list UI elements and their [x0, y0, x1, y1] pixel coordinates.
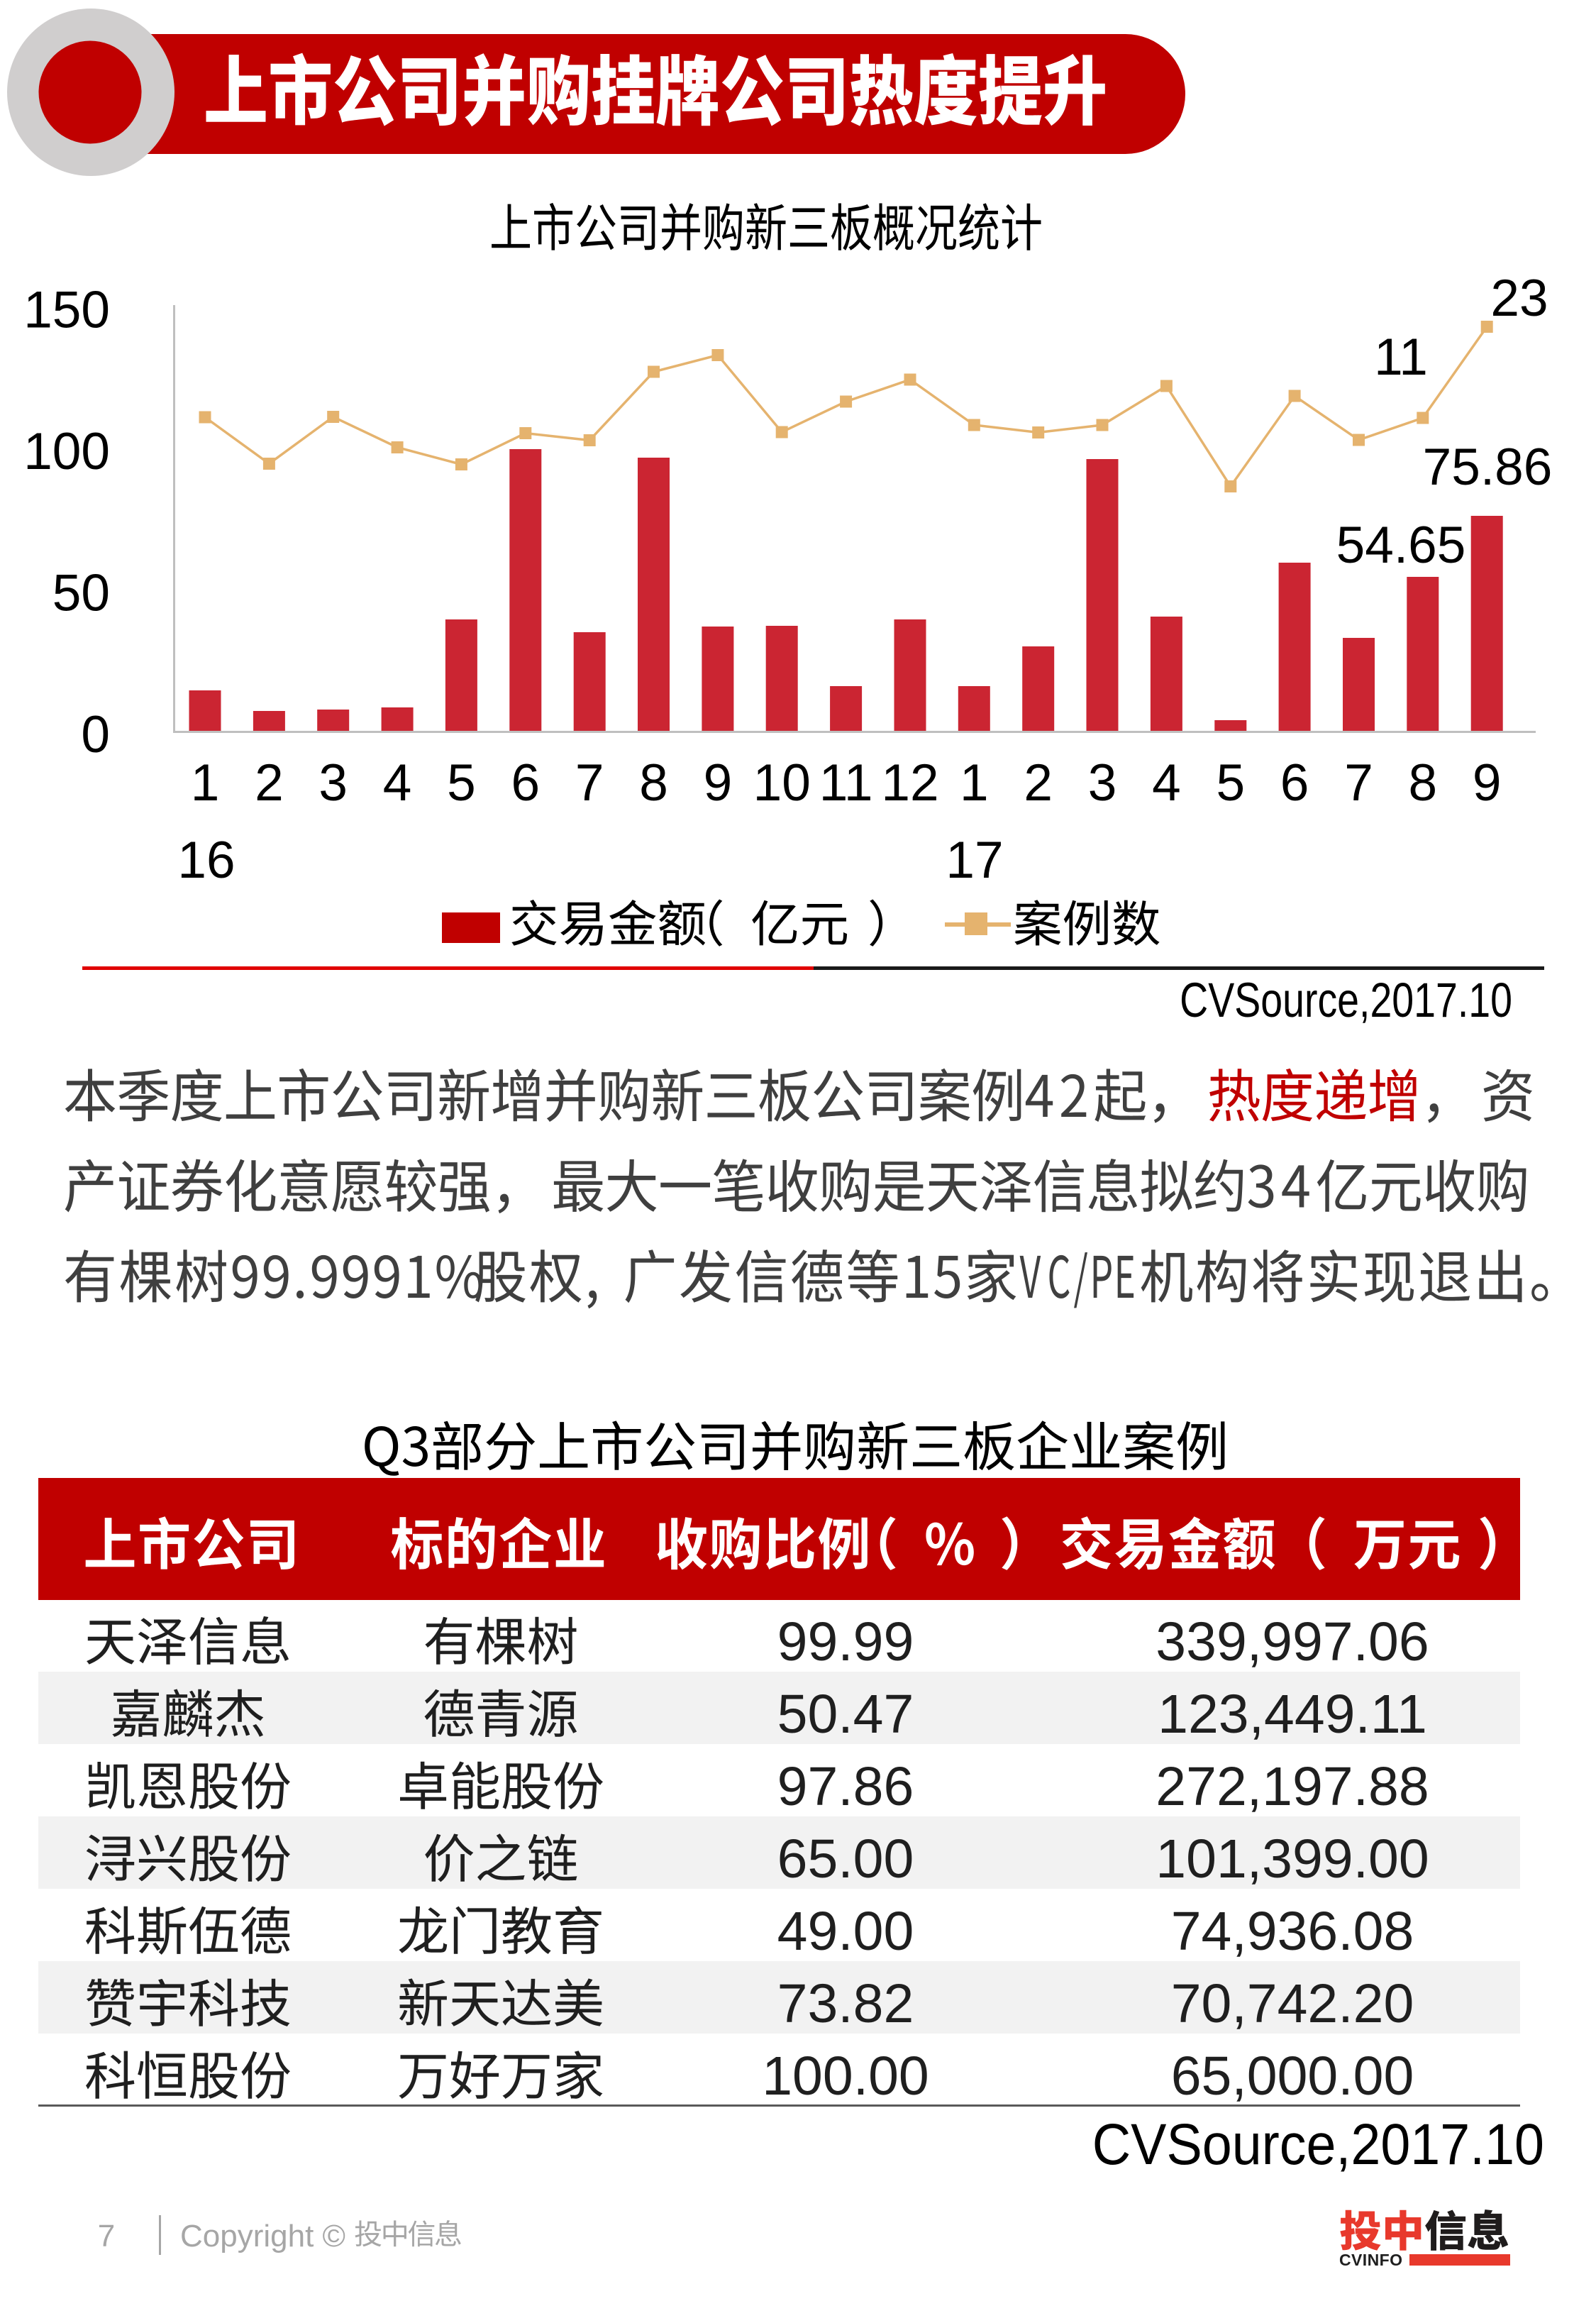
svg-text:75.86: 75.86	[1423, 438, 1553, 496]
svg-text:12: 12	[881, 754, 938, 812]
svg-text:11: 11	[819, 754, 873, 812]
svg-text:5: 5	[1216, 754, 1245, 812]
svg-text:1: 1	[960, 754, 989, 812]
svg-text:8: 8	[639, 754, 668, 812]
svg-text:3: 3	[1088, 754, 1117, 812]
svg-text:50.47: 50.47	[777, 1684, 914, 1745]
svg-text:65,000.00: 65,000.00	[1171, 2046, 1414, 2107]
svg-text:1: 1	[191, 754, 220, 812]
svg-text:3: 3	[318, 754, 348, 812]
svg-text:99.99: 99.99	[777, 1611, 914, 1672]
svg-text:6: 6	[1280, 754, 1309, 812]
svg-text:101,399.00: 101,399.00	[1156, 1828, 1429, 1890]
svg-text:4: 4	[383, 754, 412, 812]
svg-text:272,197.88: 272,197.88	[1156, 1756, 1429, 1817]
svg-text:0: 0	[81, 706, 110, 763]
svg-text:54.65: 54.65	[1336, 517, 1466, 574]
svg-text:339,997.06: 339,997.06	[1156, 1611, 1429, 1672]
svg-text:70,742.20: 70,742.20	[1171, 1973, 1414, 2034]
svg-text:16: 16	[177, 832, 235, 889]
svg-text:97.86: 97.86	[777, 1756, 914, 1817]
svg-text:17: 17	[946, 832, 1003, 889]
svg-text:11: 11	[1374, 329, 1428, 386]
svg-text:Copyright ©: Copyright ©	[180, 2219, 345, 2253]
svg-text:65.00: 65.00	[777, 1828, 914, 1890]
svg-text:7: 7	[575, 754, 604, 812]
svg-text:100: 100	[23, 423, 110, 480]
svg-text:7: 7	[1344, 754, 1373, 812]
svg-text:CVSource,2017.10: CVSource,2017.10	[1180, 974, 1512, 1028]
svg-text:9: 9	[1473, 754, 1502, 812]
svg-text:123,449.11: 123,449.11	[1158, 1684, 1427, 1745]
svg-text:CVSource,2017.10: CVSource,2017.10	[1092, 2112, 1544, 2177]
svg-text:6: 6	[511, 754, 540, 812]
svg-text:74,936.08: 74,936.08	[1171, 1901, 1414, 1962]
svg-text:23: 23	[1490, 270, 1548, 327]
svg-text:10: 10	[753, 754, 811, 812]
svg-text:7: 7	[98, 2219, 115, 2253]
svg-text:100.00: 100.00	[762, 2046, 929, 2107]
svg-text:2: 2	[1024, 754, 1053, 812]
svg-text:4: 4	[1152, 754, 1181, 812]
svg-text:2: 2	[255, 754, 284, 812]
svg-text:8: 8	[1408, 754, 1437, 812]
svg-text:CVINFO: CVINFO	[1339, 2251, 1402, 2269]
svg-text:49.00: 49.00	[777, 1901, 914, 1962]
svg-text:5: 5	[447, 754, 476, 812]
svg-text:9: 9	[704, 754, 733, 812]
svg-text:73.82: 73.82	[777, 1973, 914, 2034]
svg-text:50: 50	[52, 565, 110, 622]
svg-text:150: 150	[23, 282, 110, 339]
